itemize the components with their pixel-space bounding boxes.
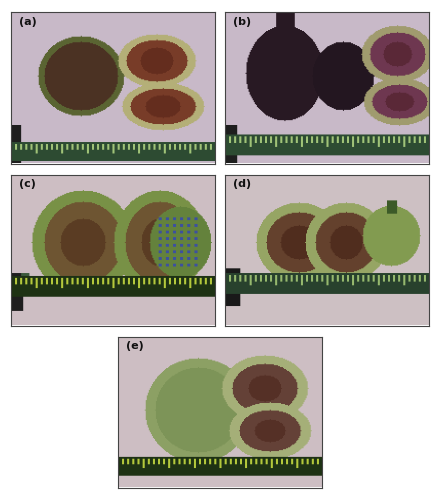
- Text: (e): (e): [126, 341, 144, 351]
- Text: (b): (b): [233, 17, 251, 27]
- Text: (d): (d): [233, 179, 251, 189]
- Text: (a): (a): [19, 17, 37, 27]
- Text: (c): (c): [19, 179, 36, 189]
